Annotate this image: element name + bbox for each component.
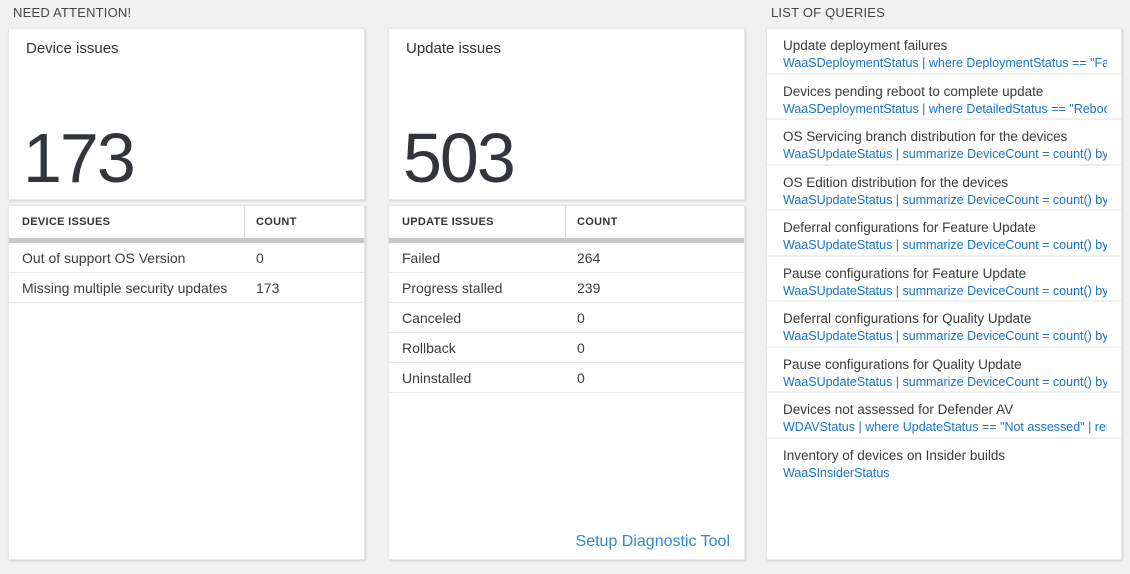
update-issues-tile-title: Update issues <box>406 40 502 57</box>
issue-label: Missing multiple security updates <box>22 279 228 296</box>
issue-count: 0 <box>577 309 585 326</box>
update-issues-tile[interactable]: Update issues 503 <box>388 28 745 200</box>
query-text: WaaSDeploymentStatus | where DeploymentS… <box>783 56 1107 70</box>
device-issues-tile-title: Device issues <box>26 40 119 57</box>
table-row[interactable]: Uninstalled 0 <box>389 363 744 393</box>
query-list-item[interactable]: Devices not assessed for Defender AV WDAV… <box>767 393 1121 439</box>
query-title: Deferral configurations for Feature Upda… <box>783 220 1036 235</box>
query-list: Update deployment failures WaaSDeployment… <box>767 29 1121 484</box>
query-title: Inventory of devices on Insider builds <box>783 447 1006 463</box>
query-title: Pause configurations for Feature Update <box>783 265 1027 281</box>
query-text: WaaSUpdateStatus | summarize DeviceCount… <box>783 283 1107 298</box>
device-issues-tile[interactable]: Device issues 173 <box>8 28 365 200</box>
query-title: Deferral configurations for Quality Upda… <box>783 311 1032 326</box>
issue-count: 0 <box>256 249 264 266</box>
query-text: WaaSUpdateStatus | summarize DeviceCount… <box>783 374 1107 389</box>
query-text: WaaSUpdateStatus | summarize DeviceCount… <box>783 147 1107 161</box>
issue-label: Failed <box>402 249 441 266</box>
update-issues-table: UPDATE ISSUES COUNT Failed 264 Progress st… <box>388 205 745 560</box>
update-issues-table-header: UPDATE ISSUES COUNT <box>389 206 744 238</box>
query-list-item[interactable]: Deferral configurations for Feature Upda… <box>767 211 1121 257</box>
query-title: OS Edition distribution for the devices <box>783 174 1009 190</box>
query-text: WaaSDeploymentStatus | where DetailedSta… <box>783 101 1107 116</box>
update-issues-rows: Failed 264 Progress stalled 239 Canceled 0 Rol… <box>389 243 744 393</box>
table-header-divider <box>9 238 364 243</box>
query-title: Pause configurations for Quality Update <box>783 356 1022 372</box>
query-title: Update deployment failures <box>783 38 948 53</box>
issue-count: 0 <box>577 369 585 386</box>
device-issues-table-header: DEVICE ISSUES COUNT <box>9 206 364 238</box>
update-issues-count: 503 <box>403 119 516 198</box>
issue-label: Rollback <box>402 339 456 356</box>
query-list-item[interactable]: Update deployment failures WaaSDeployment… <box>767 29 1121 75</box>
table-row[interactable]: Missing multiple security updates 173 <box>9 273 364 303</box>
issue-count: 239 <box>577 279 601 296</box>
query-title: Devices not assessed for Defender AV <box>783 402 1014 417</box>
device-issues-count: 173 <box>23 119 136 198</box>
query-text: WaaSUpdateStatus | summarize DeviceCount… <box>783 192 1107 207</box>
table-row[interactable]: Canceled 0 <box>389 303 744 333</box>
count-column-header: COUNT <box>256 216 297 228</box>
count-column-header: COUNT <box>577 216 618 228</box>
query-text: WDAVStatus | where UpdateStatus == "Not … <box>783 420 1107 434</box>
query-list-item[interactable]: Pause configurations for Quality Update W… <box>767 348 1121 393</box>
issue-count: 264 <box>577 249 601 266</box>
table-header-divider <box>389 238 744 243</box>
need-attention-section-label: NEED ATTENTION! <box>13 5 132 20</box>
list-of-queries-panel: Update deployment failures WaaSDeployment… <box>766 28 1122 560</box>
list-of-queries-section-label: LIST OF QUERIES <box>771 5 886 20</box>
issue-count: 0 <box>577 339 585 356</box>
query-list-item[interactable]: Devices pending reboot to complete updat… <box>767 75 1121 120</box>
issue-label: Out of support OS Version <box>22 249 186 266</box>
query-list-item[interactable]: Pause configurations for Feature Update W… <box>767 257 1121 302</box>
query-text: WaaSUpdateStatus | summarize DeviceCount… <box>783 238 1107 252</box>
query-list-item[interactable]: OS Edition distribution for the devices W… <box>767 166 1121 211</box>
issue-label: Progress stalled <box>402 279 503 296</box>
setup-diagnostic-tool-link[interactable]: Setup Diagnostic Tool <box>575 533 730 550</box>
table-row[interactable]: Out of support OS Version 0 <box>9 243 364 273</box>
query-list-item[interactable]: Inventory of devices on Insider builds Wa… <box>767 439 1121 485</box>
query-list-item[interactable]: OS Servicing branch distribution for the… <box>767 120 1121 166</box>
query-text: WaaSUpdateStatus | summarize DeviceCount… <box>783 329 1107 343</box>
device-issues-rows: Out of support OS Version 0 Missing multip… <box>9 243 364 303</box>
device-issues-table: DEVICE ISSUES COUNT Out of support OS Ve… <box>8 205 365 560</box>
update-issues-column-header: UPDATE ISSUES <box>389 206 566 238</box>
table-row[interactable]: Rollback 0 <box>389 333 744 363</box>
device-issues-column-header: DEVICE ISSUES <box>9 206 245 238</box>
table-row[interactable]: Failed 264 <box>389 243 744 273</box>
query-title: Devices pending reboot to complete updat… <box>783 83 1044 99</box>
query-list-item[interactable]: Deferral configurations for Quality Upda… <box>767 302 1121 348</box>
issue-label: Canceled <box>402 309 462 326</box>
table-row[interactable]: Progress stalled 239 <box>389 273 744 303</box>
query-title: OS Servicing branch distribution for the… <box>783 129 1068 144</box>
issue-label: Uninstalled <box>402 369 472 386</box>
issue-count: 173 <box>256 279 280 296</box>
query-text: WaaSInsiderStatus <box>783 465 890 480</box>
